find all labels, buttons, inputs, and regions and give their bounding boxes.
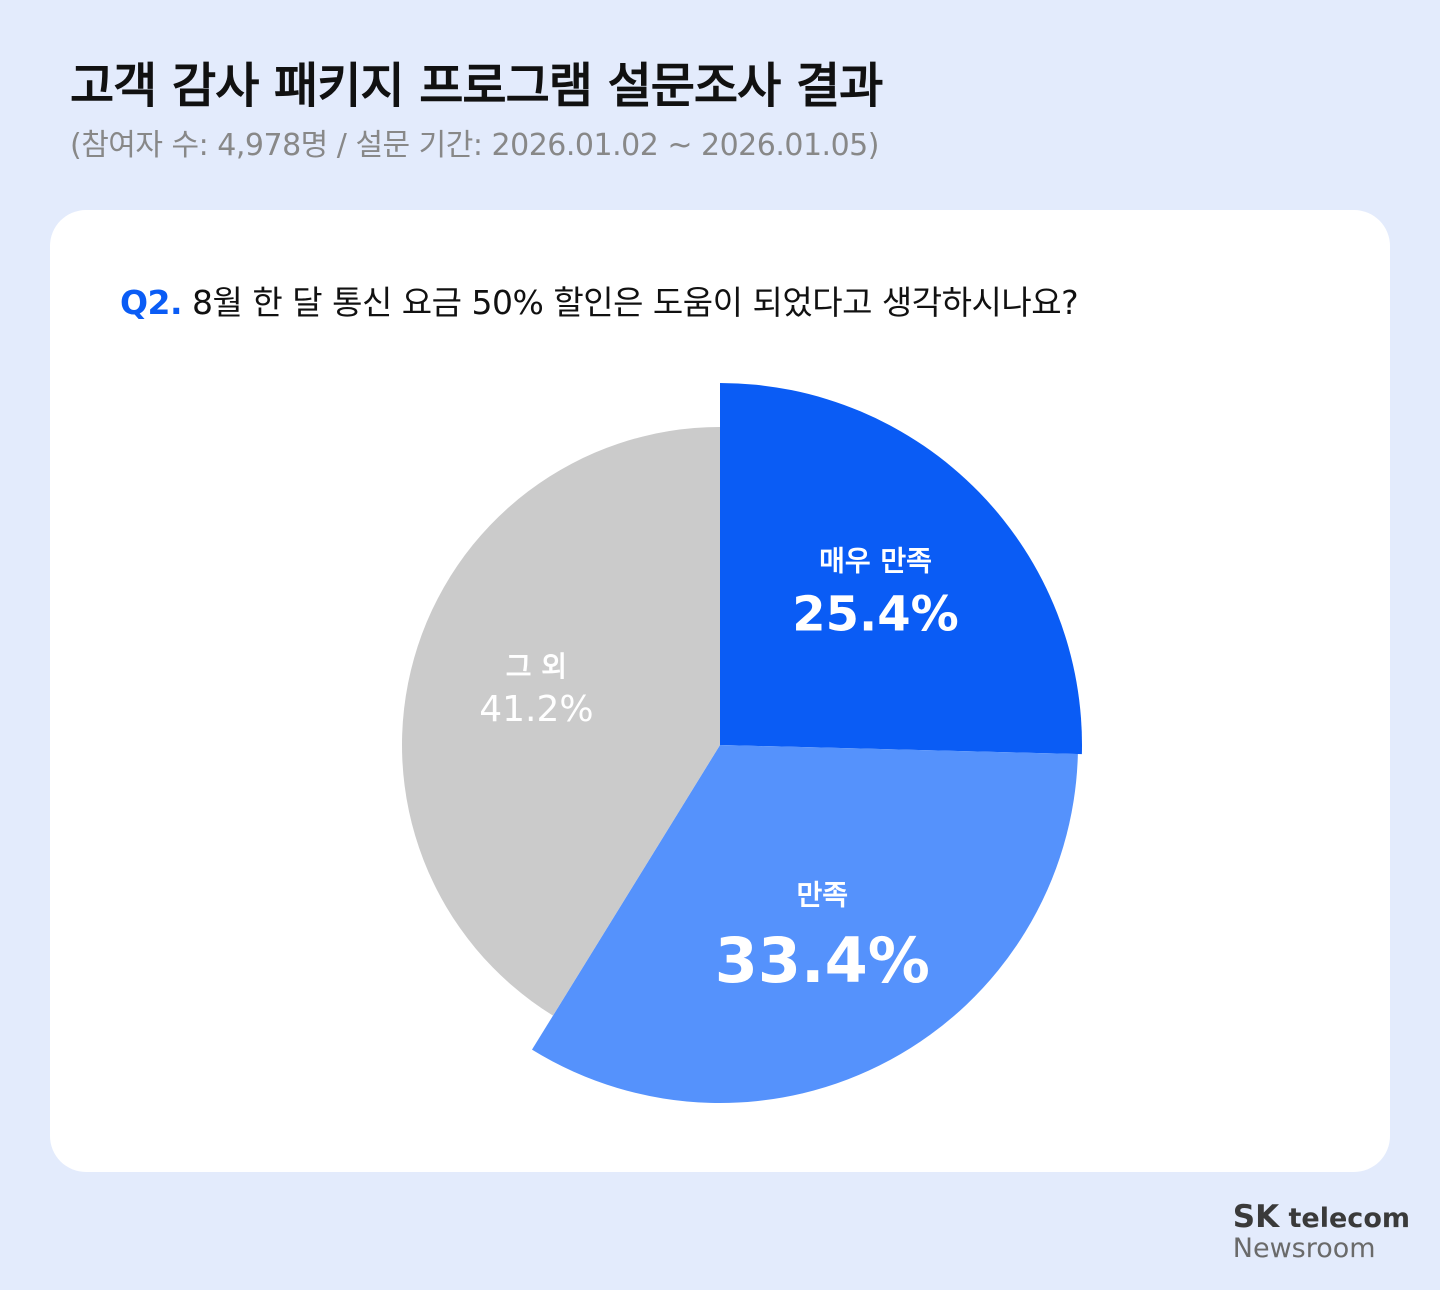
brand-sk-mark: SK [1232, 1199, 1280, 1235]
pie-label-name-satisfied: 만족 [797, 878, 849, 911]
pie-labels: 매우 만족 25.4% 만족 33.4% 그 외 41.2% [479, 545, 959, 997]
brand-telecom-text: telecom [1279, 1203, 1410, 1234]
pie-label-name-others: 그 외 [506, 650, 567, 683]
pie-slice-others [401, 427, 720, 1016]
pie-slice-satisfied [531, 745, 1078, 1103]
brand-sk-telecom: SK telecom [1233, 1200, 1410, 1234]
pie-label-name-very-satisfied: 매우 만족 [819, 545, 932, 578]
pie-label-value-others: 41.2% [479, 689, 593, 730]
pie-slice-very-satisfied [720, 383, 1082, 755]
brand-logo: SK telecom Newsroom [1233, 1200, 1410, 1264]
page-subtitle: (참여자 수: 4,978명 / 설문 기간: 2026.01.02 ~ 202… [70, 128, 879, 163]
pie-slices [401, 383, 1082, 1103]
question-text: Q2. 8월 한 달 통신 요금 50% 할인은 도움이 되었다고 생각하시나요… [120, 276, 1079, 324]
question-body: 8월 한 달 통신 요금 50% 할인은 도움이 되었다고 생각하시나요? [182, 283, 1079, 322]
pie-label-value-satisfied: 33.4% [715, 924, 930, 997]
page-title: 고객 감사 패키지 프로그램 설문조사 결과 [70, 58, 883, 114]
brand-newsroom: Newsroom [1232, 1233, 1376, 1265]
question-number: Q2. [120, 283, 183, 322]
pie-label-value-very-satisfied: 25.4% [792, 587, 959, 643]
